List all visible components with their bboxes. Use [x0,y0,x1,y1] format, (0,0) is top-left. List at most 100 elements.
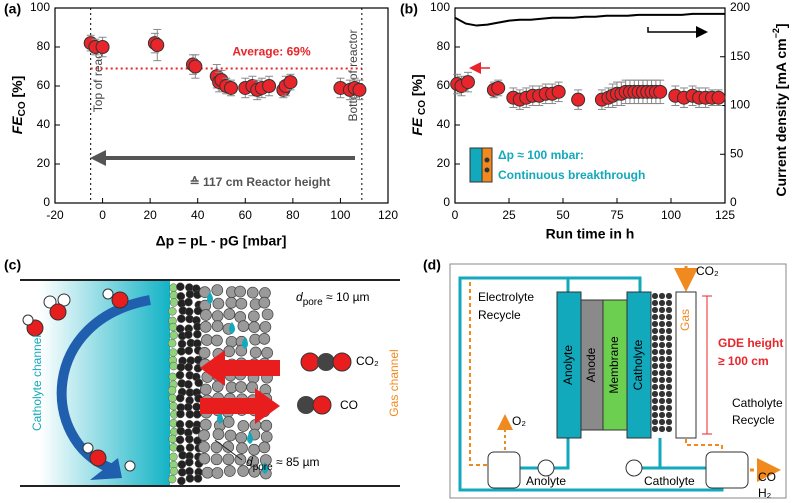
gde-height: ≥ 100 cm [718,354,769,368]
small-particle [167,386,177,395]
catholyte-layer [626,291,652,439]
leader [214,439,243,461]
point [711,90,726,105]
large-particle [199,418,212,431]
small-particle [167,474,177,484]
gde-particle [651,404,659,412]
gde-particle [651,306,659,314]
large-particle [224,429,237,442]
small-particle [185,467,194,476]
anolyte-layer [556,291,582,439]
pore-sub: pore [303,297,323,308]
recycle-label: Electrolyte [478,290,534,304]
small-particle [185,307,194,316]
gde-particle [665,362,673,370]
droplet [229,322,235,334]
small-particle [177,299,186,308]
gde-particle [665,369,673,377]
large-particle [259,287,271,299]
point [95,40,110,54]
pore-label: dpore ≈ 10 µm [296,290,370,307]
large-particle [237,320,250,332]
large-particle [211,380,224,393]
large-particle [210,441,223,454]
gde-particle [658,411,666,419]
co-arrow [200,388,280,424]
y-tick-label: 80 [437,39,451,53]
y2-axis-label: Current density [mA cm−2] [771,23,788,196]
small-particle [185,289,195,299]
gde-particle [665,425,673,433]
layer-label: Anolyte [561,345,575,385]
y-label-part: [%] [9,76,25,102]
large-particle [260,419,273,432]
large-particle [247,310,260,323]
y-tick-label: 0 [43,195,50,209]
gde-particle [651,299,659,307]
small-particle [169,361,178,371]
small-particle [175,370,185,380]
x-tick-label: 60 [239,208,253,222]
gde-particle [658,418,666,426]
recycle-label: Catholyte [732,396,783,410]
diagram-c: (c) Catholyte channel Gas channel dpore … [4,257,401,487]
line [454,12,725,27]
gde-particle [665,327,673,335]
point [653,84,668,99]
gde [651,292,673,433]
y-axis-label: FE CO [%] [409,74,428,135]
small-particle [184,330,193,339]
large-particle [222,416,235,428]
product-label: CO [758,470,776,484]
gde-particle [658,376,666,384]
gde-particle [665,341,673,349]
y-tick-label: 100 [30,0,50,14]
large-particle [258,296,271,309]
gde-particle [665,404,673,412]
large-particle [211,284,224,296]
y-label-part: FE [409,117,425,136]
pore-label: dpore ≈ 85 µm [246,455,320,472]
product-label: H₂ [758,486,772,500]
large-particle [201,466,214,479]
small-particle [184,346,194,355]
small-particle [169,348,178,357]
large-particle [201,334,213,346]
small-particle [185,443,195,452]
small-particle [168,434,177,444]
large-particle [199,383,212,396]
gas-pipe [685,292,723,455]
y2-label-part: Current density [mA cm [773,38,789,196]
gde-particle [651,334,659,342]
large-particle [225,296,238,309]
frame [449,263,787,499]
co2-label: CO₂ [696,264,719,278]
small-particle [185,410,195,419]
small-particle [177,339,187,349]
large-particle [261,308,274,321]
layer-label: Catholyte [631,339,645,390]
gde-particle [651,390,659,398]
large-particle [200,309,212,321]
x-axis-label: Δp = pL - pG [mbar] [156,233,287,249]
small-particle [169,466,179,476]
small-particle [169,298,179,307]
droplet [217,412,223,424]
layer-label: Anode [584,347,598,382]
gde-particle [651,341,659,349]
point [491,80,506,95]
point [283,75,298,90]
droplet [242,337,248,349]
small-particle [185,419,194,429]
pump [625,459,643,477]
gde-particle [658,404,666,412]
gde-particle [658,390,666,398]
gde-particle [658,292,666,300]
large-particle [237,420,250,432]
large-particle [249,346,262,359]
large-particle [248,321,260,333]
large-particle [224,465,236,477]
large-particle [198,429,210,442]
x-tick-label: 100 [661,208,681,222]
flow-arrow-head [90,458,122,480]
